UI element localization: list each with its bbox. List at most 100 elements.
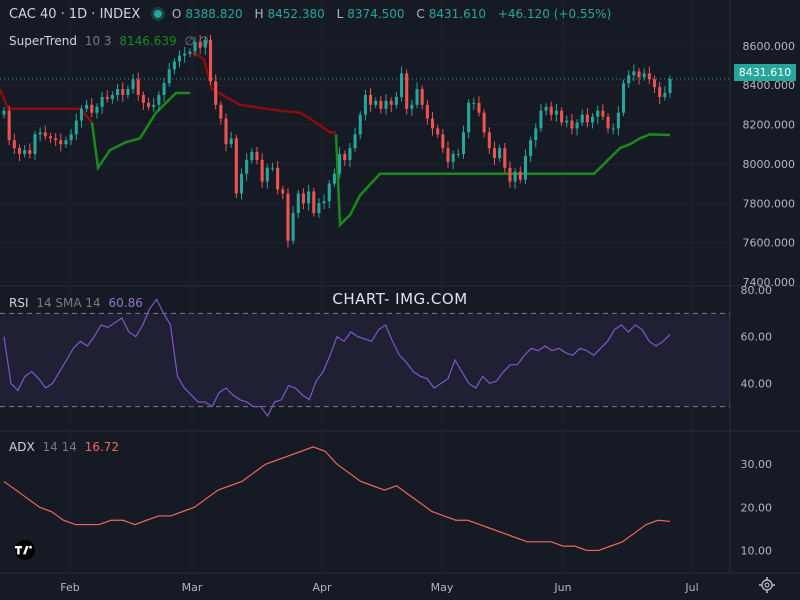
candle-body — [332, 173, 336, 184]
candle-body — [110, 94, 114, 99]
adx-tick-label: 30.00 — [741, 458, 773, 471]
time-tick-label: Jun — [553, 581, 571, 594]
candle-body — [64, 140, 68, 145]
supertrend-up-line — [90, 91, 190, 172]
candle-body — [74, 120, 78, 135]
rsi-tick-label: 60.00 — [741, 331, 773, 344]
candle-body — [446, 148, 450, 162]
candles — [0, 34, 730, 248]
candle-body — [167, 69, 171, 84]
candle-body — [131, 79, 135, 90]
adx-name: ADX — [9, 440, 35, 454]
tradingview-logo-icon[interactable] — [10, 540, 40, 560]
candle-body — [369, 94, 373, 105]
candle-body — [348, 148, 352, 160]
candle-body — [224, 118, 228, 145]
candle-body — [219, 104, 223, 119]
candle-body — [668, 78, 672, 93]
candle-body — [260, 159, 264, 182]
ohlc-close: C 8431.610 — [416, 7, 487, 21]
supertrend-name: SuperTrend — [9, 34, 77, 48]
candle-body — [358, 114, 362, 135]
candle-body — [276, 167, 280, 190]
candle-body — [425, 104, 429, 119]
candle-body — [188, 51, 192, 54]
candle-body — [534, 128, 538, 141]
candle-body — [601, 110, 605, 117]
candle-body — [658, 87, 662, 97]
rsi-params: 14 SMA 14 — [36, 296, 101, 310]
price-tick-label: 7800.000 — [743, 197, 796, 210]
candle-body — [343, 154, 347, 160]
candle-body — [518, 171, 522, 180]
candle-body — [291, 213, 295, 241]
candle-body — [136, 79, 140, 95]
candle-body — [420, 89, 424, 105]
candle-body — [327, 183, 331, 202]
candle-body — [270, 167, 275, 169]
candle-body — [286, 193, 290, 241]
candle-body — [141, 94, 145, 103]
rsi-axis: 80.00 60.00 40.00 — [741, 284, 773, 390]
candle-body — [498, 148, 502, 158]
price-tick-label: 8400.000 — [743, 79, 796, 92]
candle-body — [399, 73, 404, 97]
ohlc-low: L 8374.500 — [336, 7, 405, 21]
candle-body — [570, 120, 574, 129]
time-tick-label: Feb — [60, 581, 79, 594]
candle-body — [492, 148, 497, 158]
candle-body — [549, 106, 553, 115]
candle-body — [405, 73, 409, 109]
settings-gear-icon[interactable] — [758, 576, 776, 594]
ohlc-change: +46.120 (+0.55%) — [497, 7, 612, 21]
candle-body — [523, 156, 527, 180]
candle-body — [245, 159, 249, 174]
candle-body — [410, 104, 414, 109]
candle-body — [38, 132, 42, 135]
time-tick-label: Mar — [182, 581, 203, 594]
time-tick-label: May — [431, 581, 454, 594]
candle-body — [585, 114, 589, 123]
candle-body — [529, 140, 533, 156]
candle-body — [467, 102, 471, 133]
candle-body — [281, 189, 285, 194]
candle-body — [12, 140, 16, 149]
candle-body — [59, 140, 63, 145]
candle-body — [28, 150, 32, 155]
candle-body — [611, 128, 615, 130]
candle-body — [17, 148, 22, 155]
candle-body — [415, 89, 419, 105]
candle-body — [2, 110, 6, 115]
candle-body — [477, 102, 481, 113]
ohlc-high: H 8452.380 — [254, 7, 325, 21]
candle-body — [116, 89, 120, 95]
candle-body — [322, 201, 326, 204]
candle-body — [250, 152, 254, 160]
supertrend-down-line — [0, 88, 93, 124]
candle-body — [539, 110, 543, 129]
candle-body — [482, 112, 486, 133]
supertrend-value: 8146.639 — [119, 34, 177, 48]
candle-body — [642, 73, 646, 78]
time-axis: Feb Mar Apr May Jun Jul — [60, 581, 698, 594]
candle-body — [152, 104, 156, 107]
candle-body — [234, 138, 238, 194]
candle-body — [172, 61, 176, 70]
candle-body — [177, 55, 182, 62]
candle-body — [637, 71, 641, 78]
price-tick-label: 7400.000 — [743, 276, 796, 289]
candle-body — [606, 116, 610, 129]
adx-series-line — [3, 446, 671, 552]
candle-body — [508, 167, 512, 182]
candle-body — [7, 110, 11, 141]
adx-legend: ADX 14 14 16.72 — [9, 440, 123, 454]
ohlc-open: O 8388.820 — [171, 7, 243, 21]
candle-body — [591, 116, 595, 123]
adx-tick-label: 10.00 — [741, 544, 773, 557]
time-tick-label: Apr — [312, 581, 332, 594]
candle-body — [307, 191, 311, 204]
candle-body — [255, 152, 259, 160]
candle-body — [451, 154, 455, 162]
adx-tick-label: 20.00 — [741, 501, 773, 514]
supertrend-down-line — [190, 52, 336, 134]
